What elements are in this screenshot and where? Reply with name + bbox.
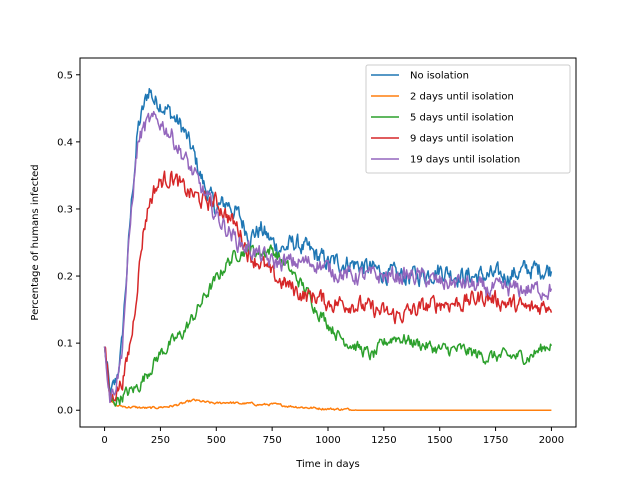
series-line-1: [103, 87, 553, 397]
x-axis-label: Time in days: [295, 459, 360, 470]
y-tick-label: 0.4: [57, 137, 73, 148]
x-tick-label: 0: [101, 435, 107, 446]
legend-label: 19 days until isolation: [410, 155, 520, 166]
x-tick-label: 1250: [371, 435, 396, 446]
legend-box: [365, 64, 571, 174]
y-axis: 0.0 0.1 0.2 0.3 0.4 0.5: [57, 70, 80, 417]
y-tick-label: 0.0: [57, 406, 73, 417]
legend-label: 5 days until isolation: [410, 113, 514, 124]
x-tick-label: 1750: [483, 435, 508, 446]
x-tick-label: 1500: [427, 435, 452, 446]
series-line-3: [103, 244, 553, 407]
x-tick-label: 750: [263, 435, 282, 446]
legend: No isolation 2 days until isolation 5 days…: [365, 64, 571, 174]
x-tick-label: 250: [151, 435, 170, 446]
x-tick-label: 500: [207, 435, 226, 446]
series-line-2: [103, 346, 552, 411]
legend-label: 2 days until isolation: [410, 92, 514, 103]
y-axis-label: Percentage of humans infected: [30, 164, 41, 320]
y-tick-label: 0.1: [57, 339, 73, 350]
y-tick-label: 0.3: [57, 204, 73, 215]
y-tick-label: 0.5: [57, 70, 73, 81]
series-layer: [103, 87, 553, 411]
series-line-4: [103, 170, 553, 403]
x-tick-label: 2000: [539, 435, 564, 446]
legend-label: No isolation: [410, 71, 469, 82]
y-tick-label: 0.2: [57, 272, 73, 283]
series-line-5: [103, 110, 553, 404]
x-tick-label: 1000: [315, 435, 340, 446]
x-axis: 0 250 500 750 1000 1250 1500 1750 2000: [101, 427, 564, 446]
legend-label: 9 days until isolation: [410, 134, 514, 145]
